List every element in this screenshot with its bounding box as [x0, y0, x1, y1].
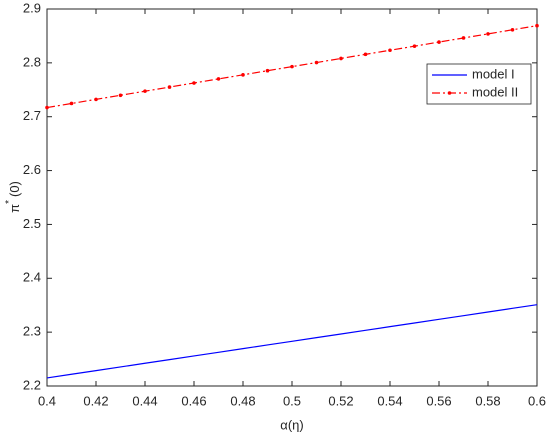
y-label-sup: *: [4, 200, 15, 204]
y-axis-label: π* (0): [4, 181, 23, 213]
y-tick-label: 2.9: [23, 0, 41, 15]
legend-label: model I: [472, 66, 515, 81]
series-marker: [241, 73, 245, 77]
x-tick-label: 0.52: [328, 393, 353, 408]
y-tick-label: 2.7: [23, 108, 41, 123]
x-tick-label: 0.56: [426, 393, 451, 408]
legend-swatch-marker: [447, 91, 452, 95]
y-tick-label: 2.6: [23, 162, 41, 177]
legend-box: [426, 63, 532, 105]
y-tick-label: 2.3: [23, 324, 41, 339]
x-tick-label: 0.54: [377, 393, 402, 408]
series-marker: [535, 23, 539, 28]
y-tick-label: 2.4: [23, 270, 41, 285]
series-marker: [486, 32, 490, 36]
y-tick-label: 2.2: [23, 377, 41, 392]
series-marker: [510, 27, 515, 32]
y-label-rest: (0): [7, 181, 22, 197]
x-tick-label: 0.46: [181, 393, 206, 408]
x-tick-label: 0.58: [475, 393, 500, 408]
series-marker: [412, 44, 417, 48]
series-marker: [118, 93, 123, 98]
series-marker: [290, 64, 294, 69]
series-marker: [339, 56, 343, 61]
x-tick-label: 0.48: [230, 393, 255, 408]
series-marker: [167, 85, 172, 89]
y-tick-label: 2.5: [23, 216, 41, 231]
series-marker: [314, 60, 319, 65]
y-tick-label: 2.8: [23, 54, 41, 69]
series-line: [46, 304, 538, 379]
series-marker: [94, 97, 98, 102]
x-axis-label: α(η): [280, 417, 303, 432]
x-tick-label: 0.4: [38, 393, 56, 408]
x-tick-label: 0.42: [83, 393, 108, 408]
series-marker: [363, 52, 368, 57]
series-marker: [437, 40, 441, 44]
x-tick-label: 0.6: [528, 393, 546, 408]
series-line: [46, 25, 538, 109]
series-marker: [216, 77, 221, 81]
series-marker: [388, 48, 392, 53]
y-label-base: π: [7, 204, 22, 213]
series-marker: [461, 36, 466, 40]
series-marker: [69, 101, 74, 106]
series-marker: [192, 81, 196, 85]
legend-label: model II: [472, 84, 518, 99]
series-marker: [45, 105, 49, 110]
x-tick-label: 0.44: [132, 393, 157, 408]
series-marker: [143, 89, 147, 93]
series-marker: [265, 68, 270, 73]
x-tick-label: 0.5: [283, 393, 301, 408]
